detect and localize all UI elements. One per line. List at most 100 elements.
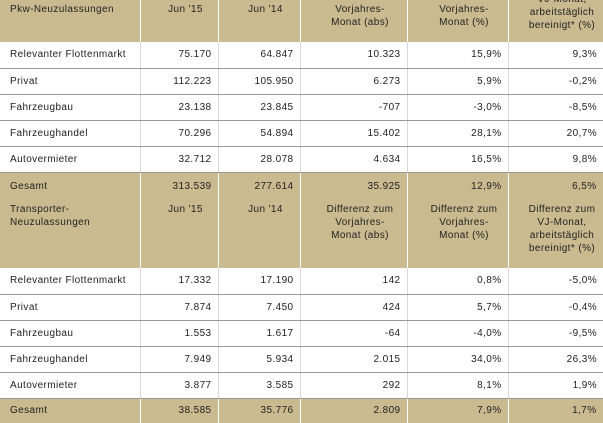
cell: 64.847	[218, 42, 301, 69]
cell: -0,4%	[508, 294, 603, 321]
data-row: Fahrzeugbau 1.553 1.617 -64 -4,0% -9,5%	[0, 320, 603, 347]
cell: 26,3%	[508, 346, 603, 373]
header-line: Vorjahres-	[439, 4, 489, 15]
header-cell: Jun '15	[140, 0, 219, 42]
cell: 7.949	[140, 346, 219, 373]
cell: Fahrzeughandel	[0, 346, 141, 373]
cell: 105.950	[218, 68, 301, 95]
header-text: Differenz zum VJ-Monat, arbeitstäglich bere…	[527, 203, 598, 255]
header-line: Differenz zum	[528, 204, 596, 215]
cell: 28.078	[218, 146, 301, 173]
header-cell: Jun '15	[140, 200, 219, 268]
header-cell: Differenz zum Vorjahres- Monat (%)	[407, 200, 509, 268]
cell: 1,9%	[508, 372, 603, 399]
header-text: Vorjahres- Monat (%)	[426, 3, 503, 29]
header-text: Jun '15	[159, 3, 213, 16]
total-cell: 6,5%	[508, 172, 603, 200]
total-cell: 35.776	[218, 398, 301, 423]
cell: 23.138	[140, 94, 219, 121]
total-cell: 38.585	[140, 398, 219, 423]
header-text: Jun '15	[159, 203, 213, 216]
header-cell: Vorjahres- Monat (%)	[407, 0, 509, 42]
cell: -3,0%	[407, 94, 509, 121]
header-cell: Differenz zum VJ-Monat, arbeitstäglich bere…	[508, 200, 603, 268]
data-row: Fahrzeughandel 7.949 5.934 2.015 34,0% 26,3%	[0, 346, 603, 373]
total-cell: 7,9%	[407, 398, 509, 423]
header-text: Differenz zum Vorjahres- Monat (%)	[426, 203, 503, 242]
cell: Autovermieter	[0, 146, 141, 173]
cell: 32.712	[140, 146, 219, 173]
header-text: Jun '14	[237, 3, 295, 16]
cell: -4,0%	[407, 320, 509, 347]
cell: 0,8%	[407, 268, 509, 295]
total-cell: 1,7%	[508, 398, 603, 423]
cell: 2.015	[300, 346, 408, 373]
header-cell: VJ-Monat,arbeitstäglich bereinigt* (%)	[508, 0, 603, 42]
cell: Fahrzeugbau	[0, 94, 141, 121]
header-line: VJ-Monat,	[537, 217, 587, 228]
data-row: Privat 7.874 7.450 424 5,7% -0,4%	[0, 294, 603, 321]
header-text: Differenz zum Vorjahres- Monat (abs)	[319, 203, 402, 242]
cell: 9,3%	[508, 42, 603, 69]
header-line: Monat (%)	[439, 17, 489, 28]
cell: Relevanter Flottenmarkt	[0, 42, 141, 69]
header-line: bereinigt* (%)	[528, 243, 596, 254]
header-cell: Jun '14	[218, 0, 301, 42]
cell: Privat	[0, 68, 141, 95]
header-cell: Differenz zum Vorjahres- Monat (abs)	[300, 200, 408, 268]
header-line: arbeitstäglich	[529, 7, 595, 18]
cell: 75.170	[140, 42, 219, 69]
cell: 142	[300, 268, 408, 295]
cell: Autovermieter	[0, 372, 141, 399]
cell: 112.223	[140, 68, 219, 95]
cell: 15.402	[300, 120, 408, 147]
data-row: Fahrzeughandel 70.296 54.894 15.402 28,1% 20,…	[0, 120, 603, 147]
cell: 3.877	[140, 372, 219, 399]
header-line: Vorjahres-	[439, 217, 489, 228]
total-cell: 313.539	[140, 172, 219, 200]
header-line: Jun '15	[168, 4, 203, 15]
cell: 15,9%	[407, 42, 509, 69]
header-cell: Transporter- Neuzulassungen	[0, 200, 141, 268]
header-line: Monat (%)	[439, 230, 489, 241]
cell: -707	[300, 94, 408, 121]
data-row: Autovermieter 32.712 28.078 4.634 16,5% 9,8%	[0, 146, 603, 173]
total-cell: Gesamt	[0, 398, 141, 423]
header-text: Pkw-Neuzulassungen	[10, 3, 135, 16]
cell: 1.553	[140, 320, 219, 347]
header-line: Jun '14	[248, 4, 283, 15]
cell: 5.934	[218, 346, 301, 373]
data-row: Relevanter Flottenmarkt 17.332 17.190 142 0,…	[0, 268, 603, 295]
total-cell: 2.809	[300, 398, 408, 423]
cell: 424	[300, 294, 408, 321]
cell: 3.585	[218, 372, 301, 399]
header-line: Transporter-	[10, 204, 70, 215]
cell: 70.296	[140, 120, 219, 147]
cell: 8,1%	[407, 372, 509, 399]
cell: -8,5%	[508, 94, 603, 121]
data-row: Autovermieter 3.877 3.585 292 8,1% 1,9%	[0, 372, 603, 399]
header-text: Vorjahres- Monat (abs)	[319, 3, 402, 29]
cell: -0,2%	[508, 68, 603, 95]
cell: -5,0%	[508, 268, 603, 295]
header-line: VJ-Monat,	[527, 0, 598, 6]
cell: 292	[300, 372, 408, 399]
cell: 5,7%	[407, 294, 509, 321]
cell: -64	[300, 320, 408, 347]
data-row: Privat 112.223 105.950 6.273 5,9% -0,2%	[0, 68, 603, 95]
header-line: Differenz zum	[430, 204, 498, 215]
total-cell: 277.614	[218, 172, 301, 200]
cell: Fahrzeughandel	[0, 120, 141, 147]
total-cell: 12,9%	[407, 172, 509, 200]
header-line: Jun '15	[168, 204, 203, 215]
data-row: Fahrzeugbau 23.138 23.845 -707 -3,0% -8,5%	[0, 94, 603, 121]
cell: Fahrzeugbau	[0, 320, 141, 347]
cell: 10.323	[300, 42, 408, 69]
header-row: Transporter- Neuzulassungen Jun '15 Jun '14…	[0, 200, 603, 268]
header-line: Monat (abs)	[331, 17, 389, 28]
header-text: VJ-Monat,arbeitstäglich bereinigt* (%)	[527, 0, 598, 32]
header-row: Pkw-Neuzulassungen Jun '15 Jun '14 Vorjahre…	[0, 0, 603, 42]
header-line: Vorjahres-	[335, 217, 385, 228]
cell: 23.845	[218, 94, 301, 121]
